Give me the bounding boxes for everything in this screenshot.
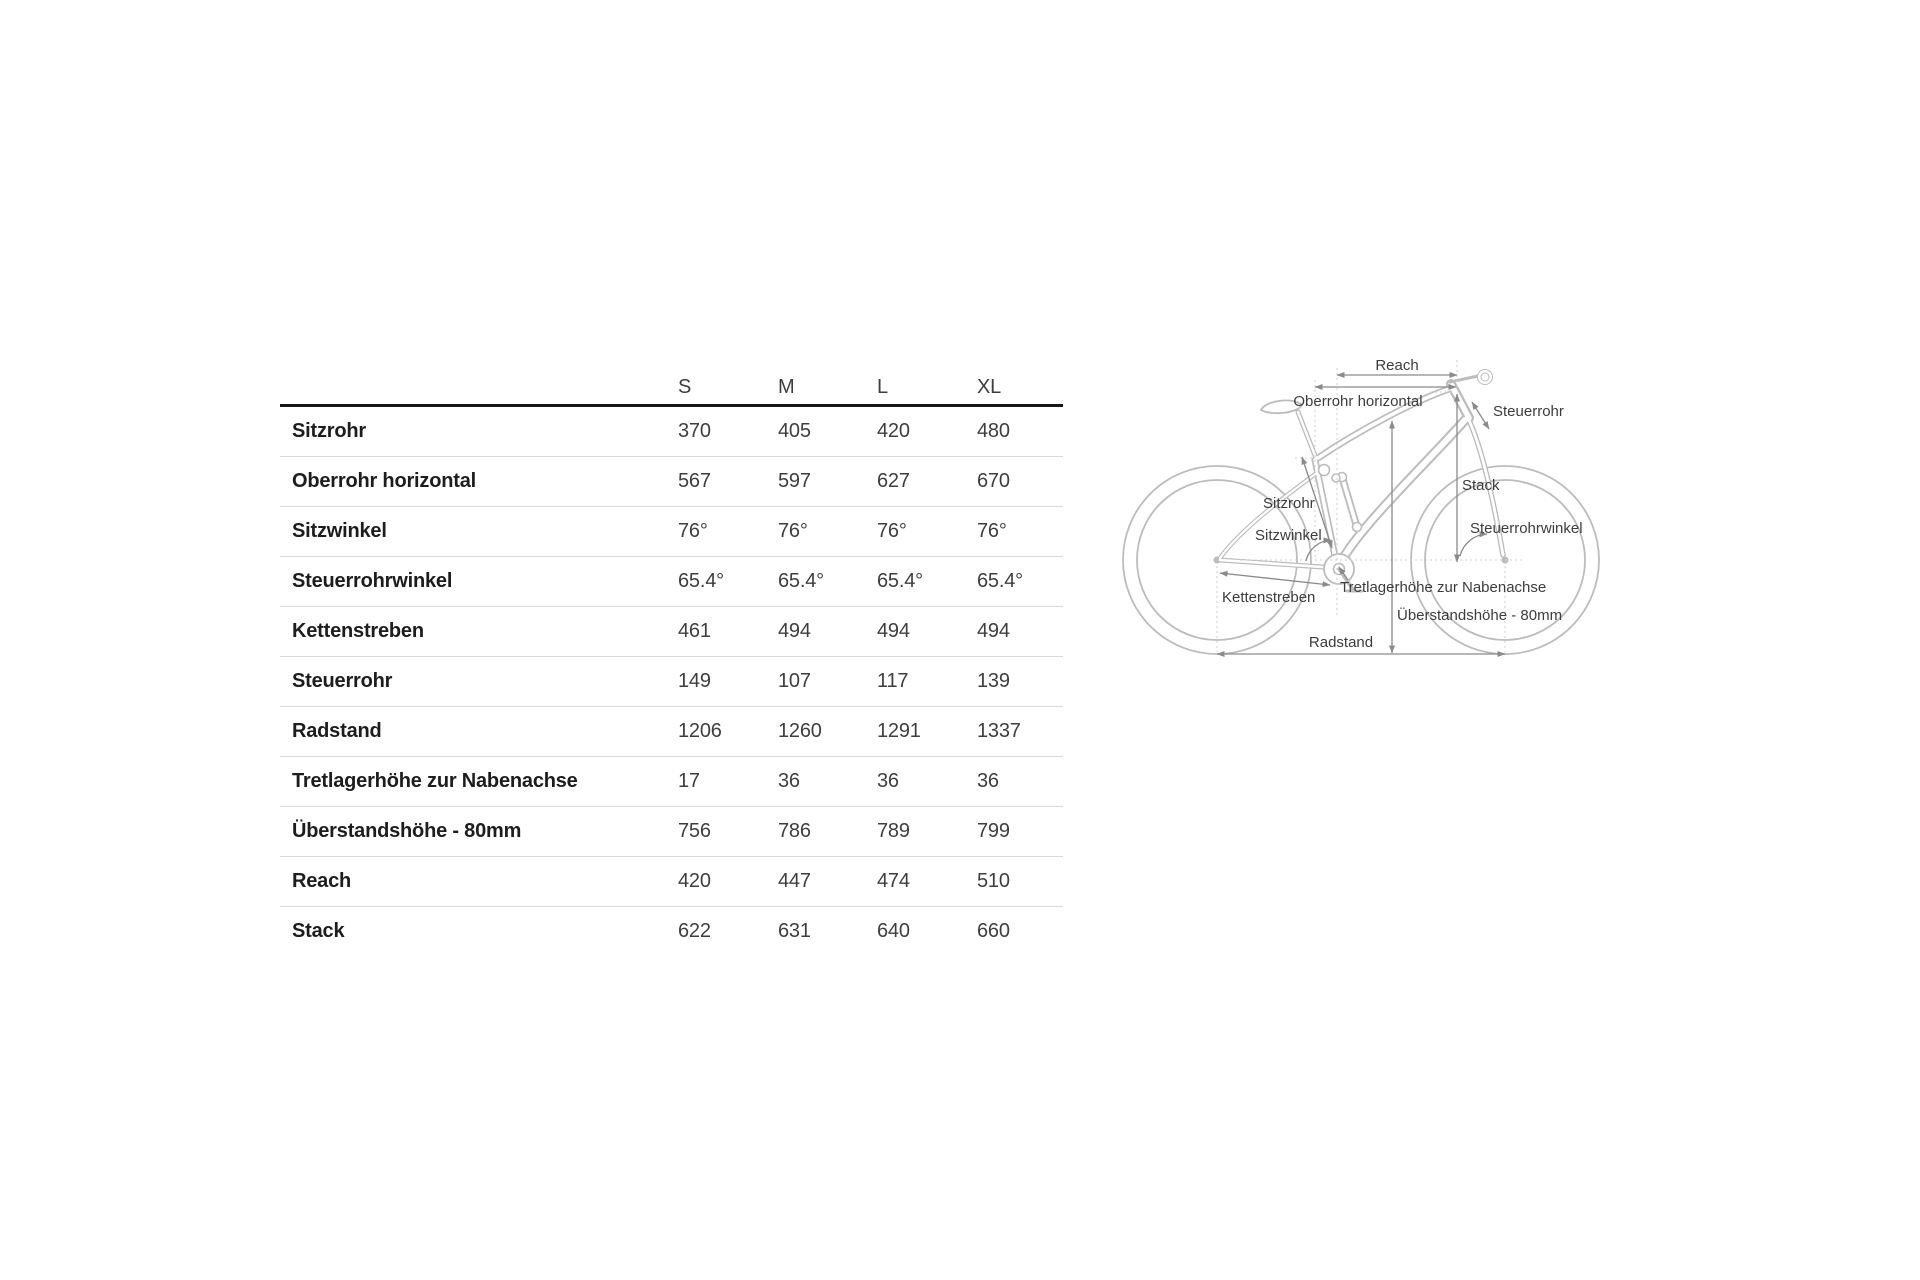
row-value: 494 bbox=[977, 620, 1010, 642]
row-value: 494 bbox=[877, 620, 910, 642]
row-value: 622 bbox=[678, 920, 711, 942]
row-value: 420 bbox=[877, 420, 910, 442]
seatangle-arc bbox=[1305, 537, 1332, 562]
row-value: 65.4° bbox=[977, 570, 1023, 592]
dimension-arrows bbox=[1216, 372, 1506, 657]
column-header-m: M bbox=[778, 375, 795, 398]
row-value: 405 bbox=[778, 420, 811, 442]
row-value: 65.4° bbox=[778, 570, 824, 592]
row-label: Überstandshöhe - 80mm bbox=[292, 820, 522, 842]
bbheight-arrow bbox=[1338, 566, 1349, 581]
row-value: 139 bbox=[977, 670, 1010, 692]
table-row: Sitzwinkel 76° 76° 76° 76° bbox=[280, 507, 1063, 557]
row-value: 510 bbox=[977, 870, 1010, 892]
row-label: Radstand bbox=[292, 720, 382, 742]
row-value: 786 bbox=[778, 820, 811, 842]
row-value: 480 bbox=[977, 420, 1010, 442]
row-value: 76° bbox=[778, 520, 808, 542]
row-value: 36 bbox=[977, 770, 999, 792]
seattube-arrow bbox=[1301, 456, 1333, 549]
headangle-arc bbox=[1459, 531, 1488, 557]
table-row: Sitzrohr 370 405 420 480 bbox=[280, 407, 1063, 457]
diagram-label-oberrohr: Oberrohr horizontal bbox=[1293, 393, 1422, 410]
row-value: 799 bbox=[977, 820, 1010, 842]
row-value: 1291 bbox=[877, 720, 921, 742]
row-value: 370 bbox=[678, 420, 711, 442]
headtube-arrow bbox=[1471, 401, 1490, 430]
table-body: Sitzrohr 370 405 420 480 Oberrohr horizontal 5… bbox=[280, 407, 1063, 956]
row-value: 76° bbox=[678, 520, 708, 542]
column-header-xl: XL bbox=[977, 375, 1002, 398]
row-label: Steuerrohrwinkel bbox=[292, 570, 453, 592]
diagram-label-reach: Reach bbox=[1375, 357, 1418, 374]
row-label: Reach bbox=[292, 870, 352, 892]
row-value: 17 bbox=[678, 770, 700, 792]
row-value: 117 bbox=[877, 670, 909, 692]
row-label: Sitzrohr bbox=[292, 420, 366, 442]
diagram-label-stack: Stack bbox=[1462, 477, 1500, 494]
row-value: 474 bbox=[877, 870, 910, 892]
row-value: 149 bbox=[678, 670, 711, 692]
row-value: 756 bbox=[678, 820, 711, 842]
diagram-label-steuerrohrwinkel: Steuerrohrwinkel bbox=[1470, 520, 1583, 537]
table-row: Steuerrohr 149 107 117 139 bbox=[280, 657, 1063, 707]
row-value: 640 bbox=[877, 920, 910, 942]
column-header-s: S bbox=[678, 375, 692, 398]
row-value: 36 bbox=[778, 770, 800, 792]
row-label: Tretlagerhöhe zur Nabenachse bbox=[292, 770, 578, 792]
table-row: Reach 420 447 474 510 bbox=[280, 857, 1063, 907]
row-label: Oberrohr horizontal bbox=[292, 470, 476, 492]
table-row: Kettenstreben 461 494 494 494 bbox=[280, 607, 1063, 657]
row-label: Steuerrohr bbox=[292, 670, 393, 692]
diagram-label-sitzwinkel: Sitzwinkel bbox=[1255, 527, 1322, 544]
table-row: Oberrohr horizontal 567 597 627 670 bbox=[280, 457, 1063, 507]
geometry-table: S M L XL Sitzrohr 370 405 420 480 Oberrohr ho… bbox=[280, 370, 1063, 956]
row-value: 65.4° bbox=[678, 570, 724, 592]
row-value: 597 bbox=[778, 470, 811, 492]
column-header-l: L bbox=[877, 375, 888, 398]
row-value: 627 bbox=[877, 470, 910, 492]
row-value: 660 bbox=[977, 920, 1010, 942]
row-value: 567 bbox=[678, 470, 711, 492]
rocker-link bbox=[1317, 463, 1331, 477]
row-label: Stack bbox=[292, 920, 345, 942]
diagram-label-steuerrohr: Steuerrohr bbox=[1493, 403, 1564, 420]
bike-geometry-diagram: Reach Oberrohr horizontal Steuerrohr Sta… bbox=[1122, 357, 1600, 657]
table-row: Tretlagerhöhe zur Nabenachse 17 36 36 36 bbox=[280, 757, 1063, 807]
row-value: 1260 bbox=[778, 720, 822, 742]
row-value: 420 bbox=[678, 870, 711, 892]
diagram-label-kettenstreben: Kettenstreben bbox=[1222, 589, 1315, 606]
row-value: 107 bbox=[778, 670, 811, 692]
row-value: 670 bbox=[977, 470, 1010, 492]
row-value: 461 bbox=[678, 620, 711, 642]
row-value: 447 bbox=[778, 870, 811, 892]
diagram-label-sitzrohr: Sitzrohr bbox=[1263, 495, 1315, 512]
row-value: 1337 bbox=[977, 720, 1021, 742]
row-label: Sitzwinkel bbox=[292, 520, 387, 542]
row-value: 494 bbox=[778, 620, 811, 642]
row-value: 76° bbox=[877, 520, 907, 542]
row-label: Kettenstreben bbox=[292, 620, 424, 642]
chainstay-arrow bbox=[1219, 570, 1331, 588]
table-row: Radstand 1206 1260 1291 1337 bbox=[280, 707, 1063, 757]
saddle bbox=[1259, 399, 1304, 415]
diagram-label-tretlager: Tretlagerhöhe zur Nabenachse bbox=[1340, 579, 1546, 596]
row-value: 1206 bbox=[678, 720, 722, 742]
row-value: 631 bbox=[778, 920, 811, 942]
row-value: 789 bbox=[877, 820, 910, 842]
table-row: Stack 622 631 640 660 bbox=[280, 907, 1063, 956]
table-row: Überstandshöhe - 80mm 756 786 789 799 bbox=[280, 807, 1063, 857]
table-header-row: S M L XL bbox=[280, 370, 1063, 407]
row-value: 76° bbox=[977, 520, 1007, 542]
diagram-label-radstand: Radstand bbox=[1309, 634, 1373, 651]
row-value: 65.4° bbox=[877, 570, 923, 592]
row-value: 36 bbox=[877, 770, 899, 792]
diagram-label-ueberstand: Überstandshöhe - 80mm bbox=[1397, 606, 1562, 624]
table-row: Steuerrohrwinkel 65.4° 65.4° 65.4° 65.4° bbox=[280, 557, 1063, 607]
